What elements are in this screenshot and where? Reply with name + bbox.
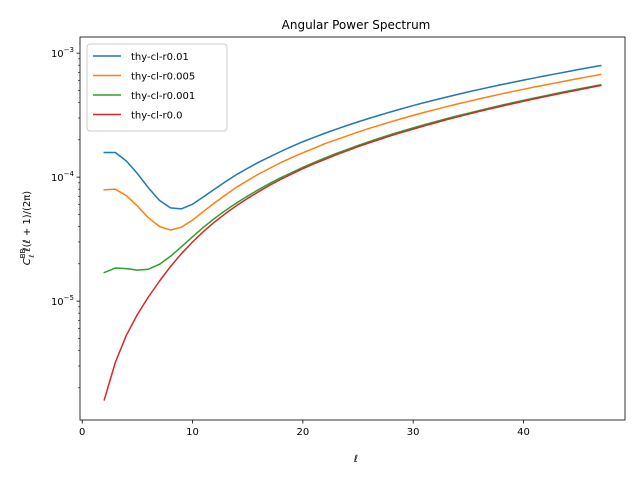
x-axis: 0 10 20 30 40: [79, 420, 530, 438]
y-tick-label: 10−3: [51, 46, 74, 60]
series-layer: [103, 64, 602, 401]
series-line-2: [103, 83, 602, 274]
y-axis-label-sup: BB: [19, 248, 27, 258]
x-tick-label: 30: [407, 427, 420, 438]
y-axis-label-sub: ℓ: [28, 255, 36, 259]
legend-label-3: thy-cl-r0.0: [131, 111, 183, 122]
y-axis-label-main: C: [22, 258, 33, 265]
series-line-0: [103, 64, 602, 210]
x-tick-label: 0: [79, 427, 85, 438]
y-axis-label: CBBℓ ℓ(ℓ + 1)/(2π): [19, 191, 36, 265]
y-axis-label-rest: ℓ(ℓ + 1)/(2π): [22, 191, 33, 255]
legend-label-2: thy-cl-r0.001: [131, 91, 195, 102]
legend: thy-cl-r0.01 thy-cl-r0.005 thy-cl-r0.001 th…: [86, 43, 228, 132]
y-axis: 10−5 10−4 10−3: [51, 46, 80, 389]
legend-label-0: thy-cl-r0.01: [131, 52, 189, 63]
x-tick-label: 20: [296, 427, 309, 438]
series-line-1: [103, 73, 602, 231]
chart-title: Angular Power Spectrum: [282, 18, 431, 32]
x-tick-label: 10: [186, 427, 199, 438]
series-line-3: [103, 84, 602, 401]
legend-box: [86, 43, 228, 132]
x-axis-label: ℓ: [354, 454, 358, 465]
legend-label-1: thy-cl-r0.005: [131, 72, 195, 83]
y-tick-label: 10−5: [51, 294, 74, 308]
plot-frame: [79, 36, 626, 421]
y-tick-label: 10−4: [51, 170, 75, 184]
x-tick-label: 40: [517, 427, 530, 438]
